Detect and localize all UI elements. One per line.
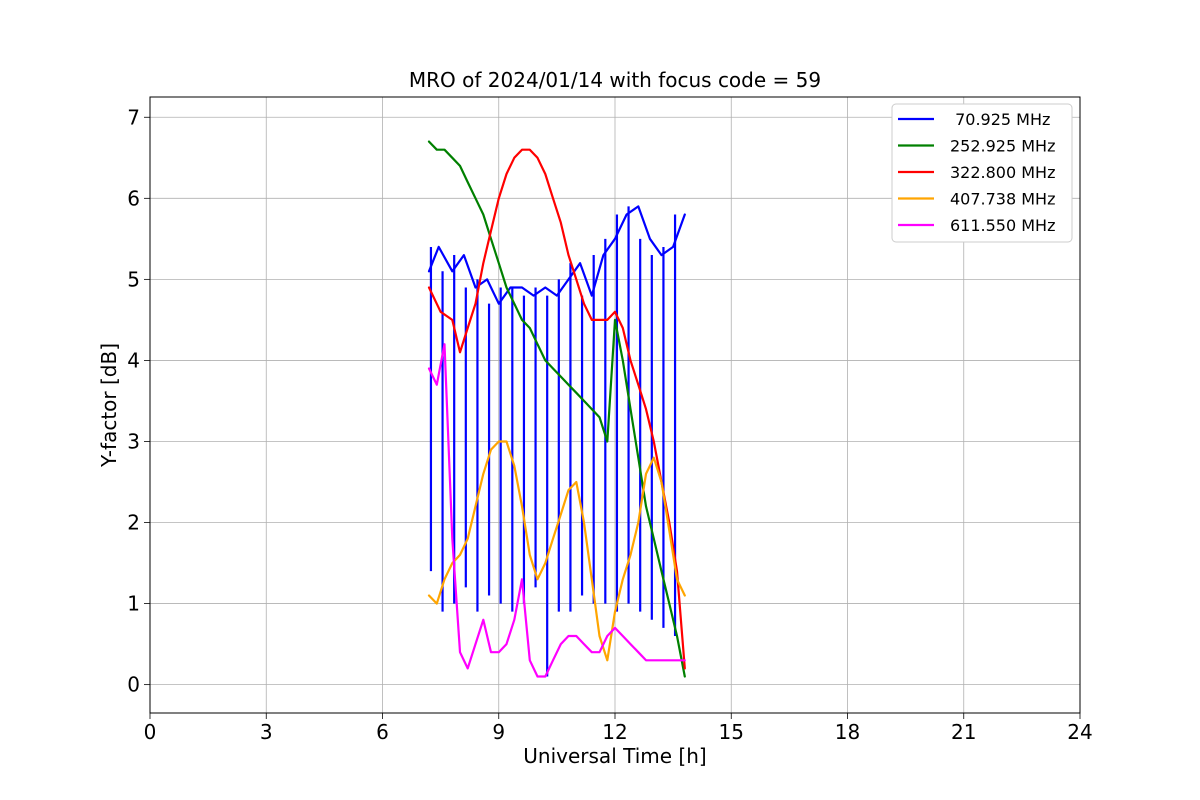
legend-label: 611.550 MHz — [950, 216, 1055, 235]
y-axis-title: Y-factor [dB] — [97, 343, 121, 468]
legend-box — [891, 103, 1073, 243]
series-line-4 — [427, 343, 686, 678]
x-tick-label: 24 — [1067, 720, 1092, 744]
y-tick-label: 2 — [127, 511, 140, 535]
x-tick-label: 15 — [719, 720, 744, 744]
grid — [149, 97, 1081, 713]
x-tick-label: 18 — [835, 720, 860, 744]
y-tick-label: 1 — [127, 592, 140, 616]
y-tick-label: 6 — [127, 186, 140, 210]
legend-label: 407.738 MHz — [950, 190, 1055, 209]
x-axis-title: Universal Time [h] — [523, 744, 706, 768]
legend-label: 252.925 MHz — [950, 137, 1055, 156]
chart-title: MRO of 2024/01/14 with focus code = 59 — [409, 68, 821, 92]
y-tick-label: 7 — [127, 105, 140, 129]
y-tick-label: 5 — [127, 267, 140, 291]
y-tick-label: 4 — [127, 348, 140, 372]
x-tick-label: 3 — [260, 720, 273, 744]
y-tick-label: 3 — [127, 429, 140, 453]
legend: 70.925 MHz 252.925 MHz 322.800 MHz 407.738 … — [891, 103, 1073, 243]
legend-label: 322.800 MHz — [950, 163, 1055, 182]
y-tick-label: 0 — [127, 673, 140, 697]
x-tick-label: 0 — [144, 720, 157, 744]
x-tick-label: 9 — [492, 720, 505, 744]
x-tick-label: 6 — [376, 720, 389, 744]
series-line-2 — [427, 148, 686, 670]
series-line-0 — [427, 205, 686, 305]
x-tick-label: 12 — [602, 720, 627, 744]
legend-label: 70.925 MHz — [950, 110, 1050, 129]
x-tick-label: 21 — [951, 720, 976, 744]
series-line-3 — [427, 440, 686, 662]
series-line-1 — [427, 140, 686, 678]
series-layer — [427, 140, 686, 678]
